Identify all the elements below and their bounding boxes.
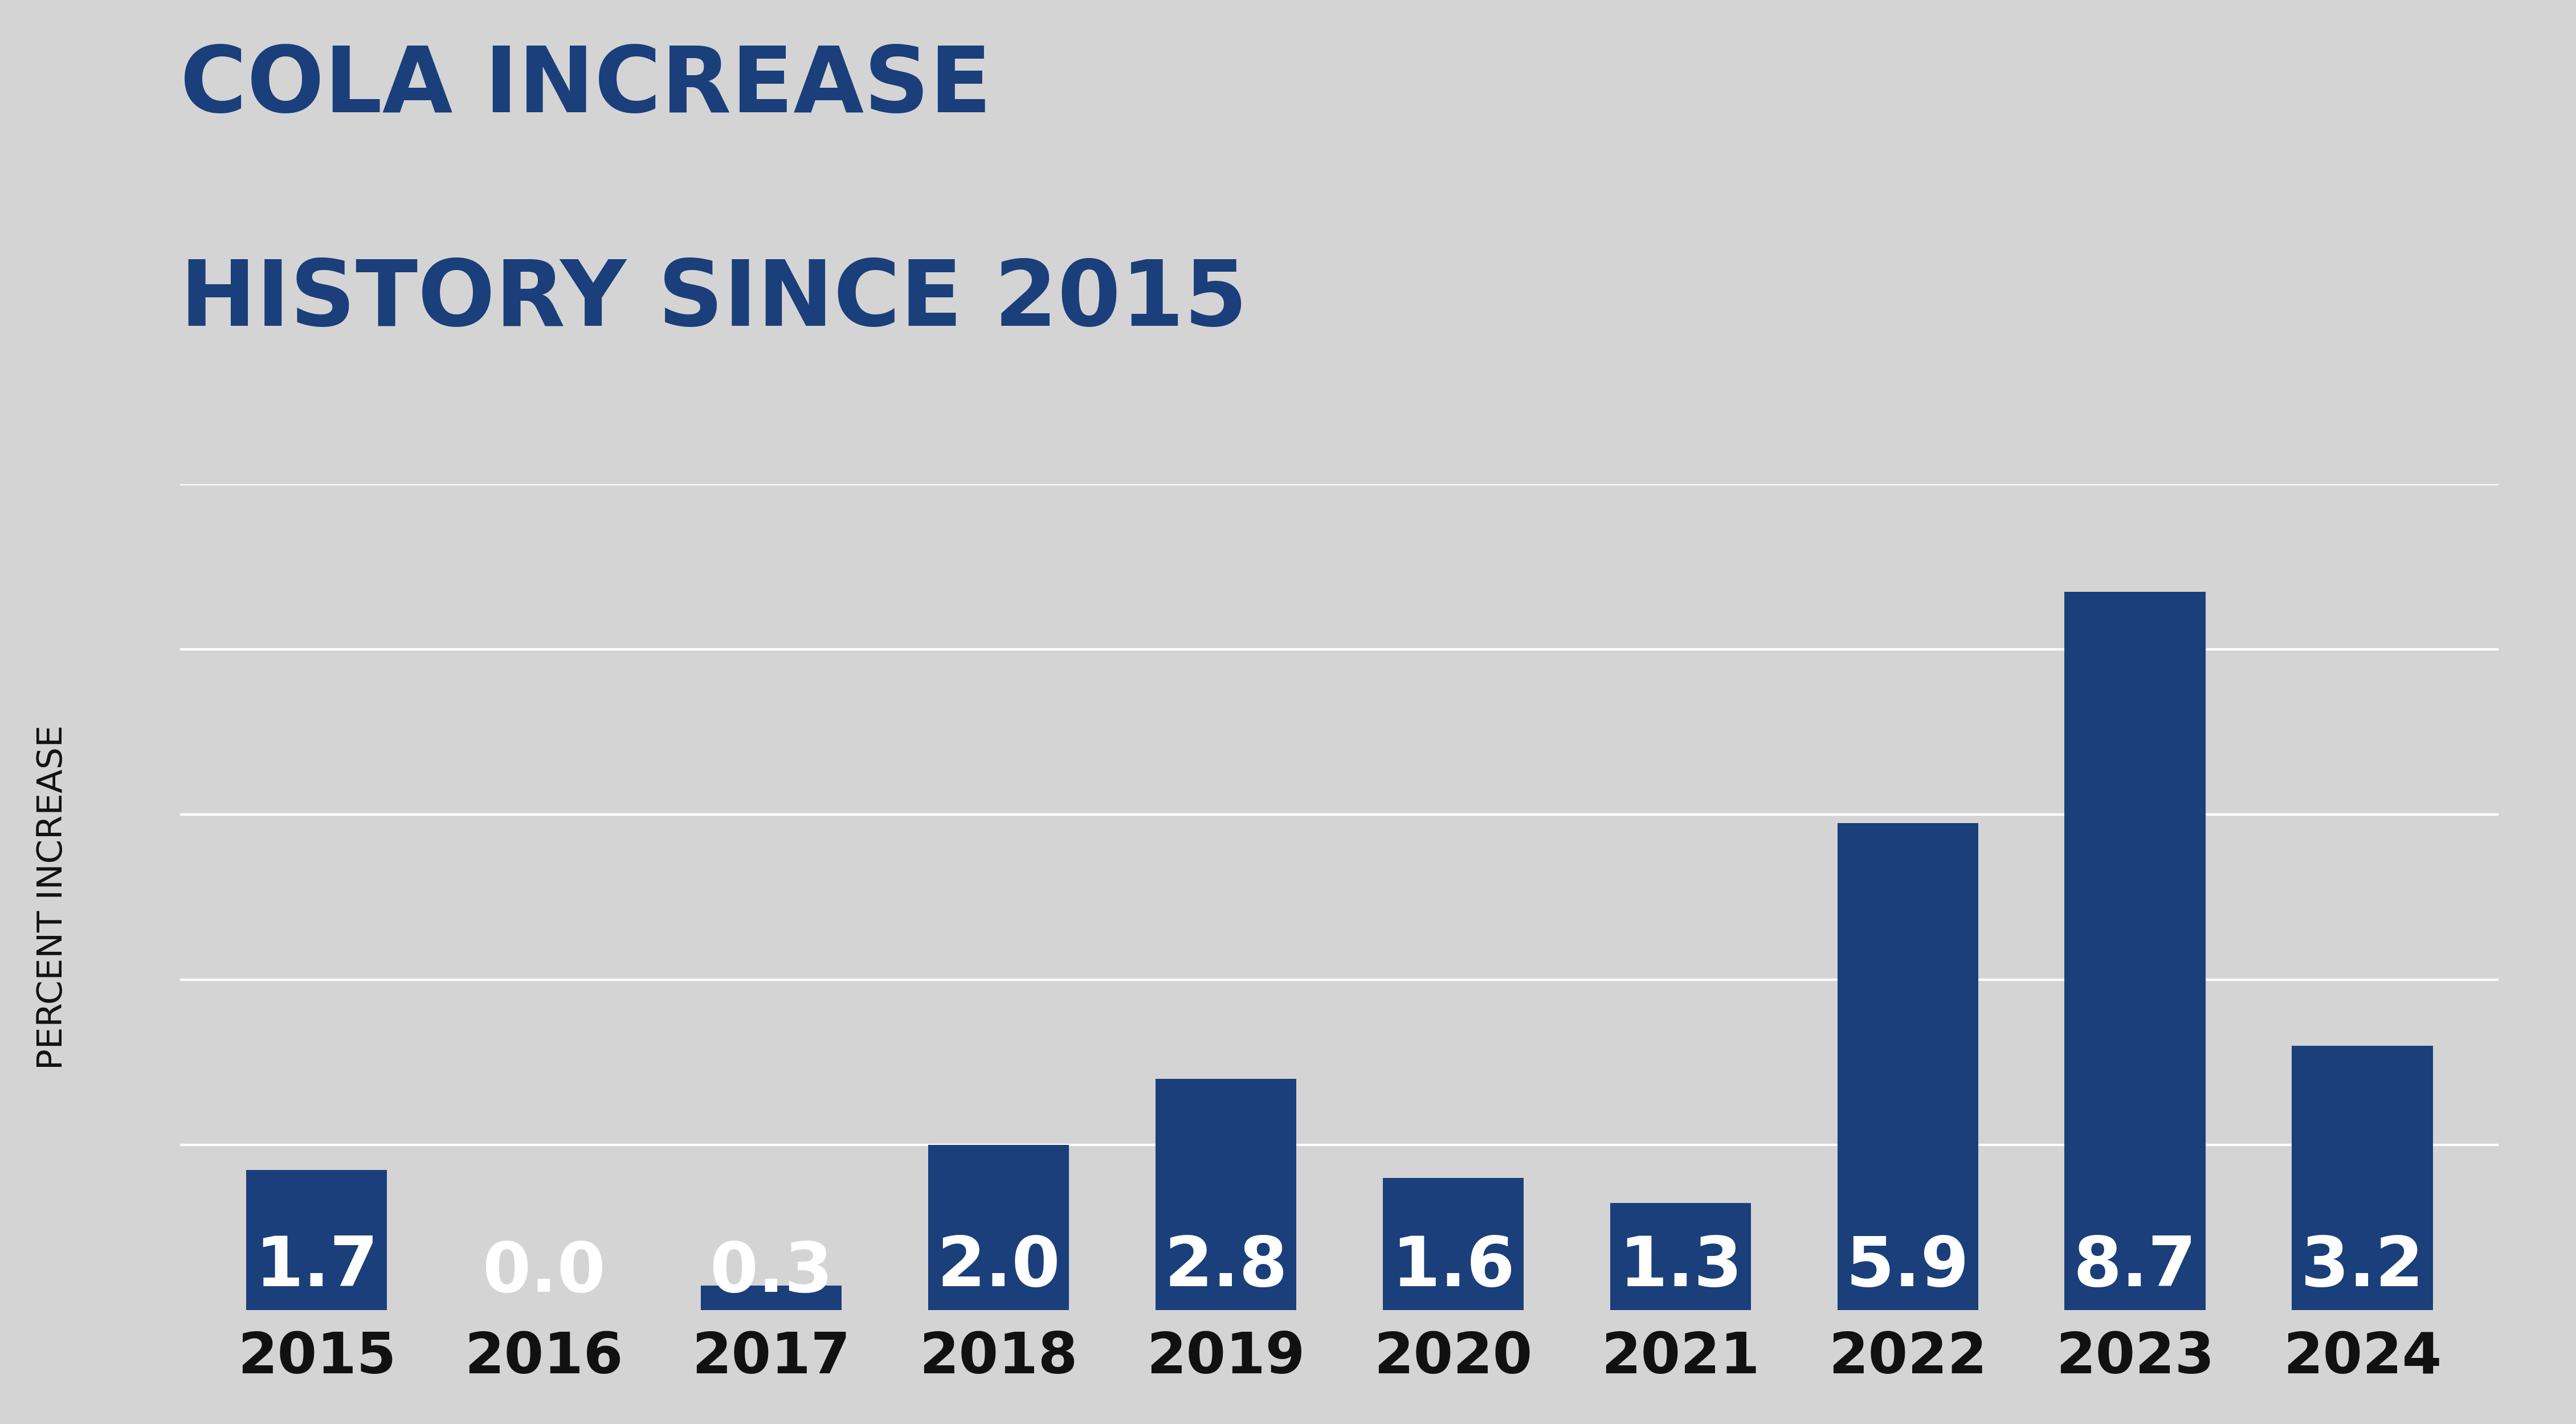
Text: 2.0: 2.0	[938, 1233, 1061, 1300]
Text: 2.8: 2.8	[1164, 1233, 1288, 1300]
Bar	[1383, 1178, 1522, 1310]
Text: HISTORY SINCE 2015: HISTORY SINCE 2015	[180, 256, 1247, 345]
Bar	[1837, 823, 1978, 1310]
Text: 1.7: 1.7	[255, 1233, 379, 1300]
Text: 3.2: 3.2	[2300, 1233, 2424, 1300]
Text: 1.6: 1.6	[1391, 1233, 1515, 1300]
Bar	[1610, 1203, 1752, 1310]
Bar	[1157, 1079, 1296, 1310]
Bar	[2063, 591, 2205, 1310]
Bar	[927, 1145, 1069, 1310]
Bar	[247, 1169, 386, 1310]
Text: COLA INCREASE: COLA INCREASE	[180, 43, 992, 131]
Text: 5.9: 5.9	[1847, 1233, 1971, 1300]
Bar	[701, 1286, 842, 1310]
Text: 8.7: 8.7	[2074, 1233, 2197, 1300]
Bar	[2293, 1045, 2432, 1310]
Text: 1.3: 1.3	[1618, 1233, 1741, 1300]
Text: 0.0: 0.0	[482, 1239, 605, 1306]
Text: PERCENT INCREASE: PERCENT INCREASE	[36, 725, 70, 1069]
Text: 0.3: 0.3	[708, 1239, 832, 1306]
